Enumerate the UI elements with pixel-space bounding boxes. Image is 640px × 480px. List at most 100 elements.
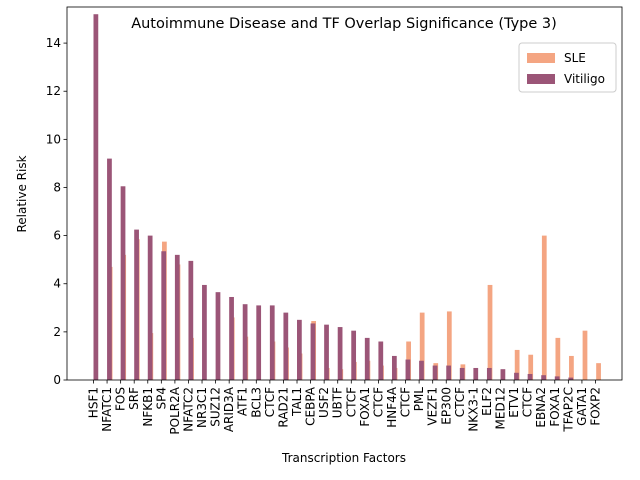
x-tick-label: NR3C1: [195, 387, 209, 428]
bar-sle-34: [555, 337, 561, 380]
bar-vitiligo-22: [391, 355, 397, 380]
chart-title: Autoimmune Disease and TF Overlap Signif…: [131, 16, 557, 32]
bar-vitiligo-26: [446, 365, 452, 380]
x-tick-label: HSF1: [87, 387, 101, 418]
bar-vitiligo-25: [432, 365, 438, 380]
y-tick-label: 14: [46, 36, 61, 50]
bar-vitiligo-29: [486, 367, 492, 380]
bar-vitiligo-27: [459, 367, 465, 380]
bar-vitiligo-21: [378, 341, 384, 380]
x-tick-label: FOS: [114, 387, 128, 411]
plot-frame: [66, 6, 623, 381]
bar-vitiligo-13: [269, 305, 275, 380]
bar-vitiligo-5: [161, 251, 167, 380]
x-tick-label: USF2: [317, 387, 331, 418]
y-tick-label: 4: [53, 277, 61, 291]
x-tick-label: NKX3-1: [466, 387, 480, 432]
legend-label-sle: SLE: [564, 51, 586, 65]
y-axis: 0 2 4 6 8 10 12 14: [46, 36, 67, 387]
x-tick-label: PML: [412, 387, 426, 412]
bar-sle-35: [569, 355, 574, 380]
y-tick-label: 0: [53, 373, 61, 387]
legend-label-vitiligo: Vitiligo: [564, 72, 605, 86]
x-tick-label: VEZF1: [426, 387, 440, 426]
x-tick-label: FOXP2: [589, 387, 603, 426]
x-tick-label: CTCF: [453, 387, 467, 417]
bar-sle-24: [419, 312, 425, 380]
bar-vitiligo-8: [202, 284, 207, 380]
bar-sle-29: [487, 284, 493, 380]
bar-vitiligo-24: [419, 360, 424, 380]
bar-vitiligo-17: [324, 324, 329, 380]
bars-group: [93, 14, 601, 380]
y-tick-label: 6: [53, 229, 61, 243]
bar-vitiligo-9: [215, 292, 221, 380]
x-tick-label: ELF2: [480, 387, 494, 416]
bar-vitiligo-11: [242, 304, 248, 380]
bar-vitiligo-14: [283, 312, 289, 380]
x-tick-label: RAD21: [276, 387, 290, 428]
y-tick-label: 10: [46, 132, 61, 146]
x-tick-label: GATA1: [575, 387, 589, 426]
x-tick-label: MED12: [494, 387, 508, 429]
bar-vitiligo-4: [147, 235, 153, 380]
bar-vitiligo-31: [514, 372, 519, 380]
y-tick-label: 2: [53, 325, 61, 339]
bar-vitiligo-19: [351, 330, 357, 380]
bar-sle-31: [514, 349, 520, 380]
bar-vitiligo-2: [120, 186, 126, 380]
bar-vitiligo-7: [188, 260, 194, 380]
bar-vitiligo-16: [310, 323, 316, 380]
bar-sle-33: [541, 235, 547, 380]
legend: SLE Vitiligo: [518, 42, 617, 93]
x-tick-label: UBTF: [331, 387, 345, 418]
bar-vitiligo-34: [554, 376, 560, 380]
bar-vitiligo-35: [568, 377, 574, 380]
x-tick-label: EBNA2: [534, 387, 548, 428]
bar-sle-32: [528, 354, 534, 380]
x-tick-label: EP300: [439, 387, 453, 425]
bar-sle-37: [596, 363, 601, 380]
bar-vitiligo-1: [107, 158, 112, 380]
x-tick-label: SRF: [127, 387, 141, 410]
bar-vitiligo-18: [337, 327, 343, 380]
x-tick-label: NFKB1: [141, 387, 155, 427]
x-tick-label: TFAP2C: [561, 387, 575, 433]
x-axis-label: Transcription Factors: [281, 451, 406, 465]
x-tick-label: TAL1: [290, 387, 304, 417]
x-tick-label: FOXA1: [548, 387, 562, 427]
x-tick-label: ARID3A: [222, 386, 236, 432]
bar-vitiligo-3: [134, 229, 139, 380]
x-axis: HSF1 NFATC1 FOS SRF NFKB1 SP4 POLR2A NFATC2 NR3C…: [87, 380, 603, 435]
bar-vitiligo-6: [174, 254, 180, 380]
bar-vitiligo-23: [405, 359, 411, 380]
bar-vitiligo-10: [229, 296, 234, 380]
x-tick-label: ETV1: [507, 387, 521, 418]
x-tick-label: NFATC1: [100, 387, 114, 432]
x-tick-label: CTCF: [344, 387, 358, 417]
y-tick-label: 8: [53, 180, 61, 194]
x-tick-label: SP4: [154, 387, 168, 410]
y-axis-label: Relative Risk: [15, 155, 29, 232]
x-tick-label: POLR2A: [168, 386, 182, 434]
x-tick-label: HNF4A: [385, 386, 399, 428]
legend-swatch-vitiligo: [527, 74, 555, 84]
x-tick-label: FOXA1: [358, 387, 372, 427]
x-tick-label: CTCF: [399, 387, 413, 417]
y-tick-label: 12: [46, 84, 61, 98]
x-tick-label: CTCF: [371, 387, 385, 417]
bar-vitiligo-30: [500, 369, 506, 380]
legend-swatch-sle: [527, 53, 555, 63]
bar-sle-26: [446, 311, 452, 380]
bar-vitiligo-0: [93, 14, 99, 380]
bar-vitiligo-32: [527, 373, 533, 380]
x-tick-label: CEBPA: [304, 386, 318, 426]
bar-vitiligo-20: [364, 337, 370, 380]
x-tick-label: SUZ12: [209, 387, 223, 427]
x-tick-label: CTCF: [521, 387, 535, 417]
bar-sle-36: [582, 330, 588, 380]
bar-vitiligo-15: [297, 319, 302, 380]
bar-vitiligo-12: [256, 305, 262, 380]
